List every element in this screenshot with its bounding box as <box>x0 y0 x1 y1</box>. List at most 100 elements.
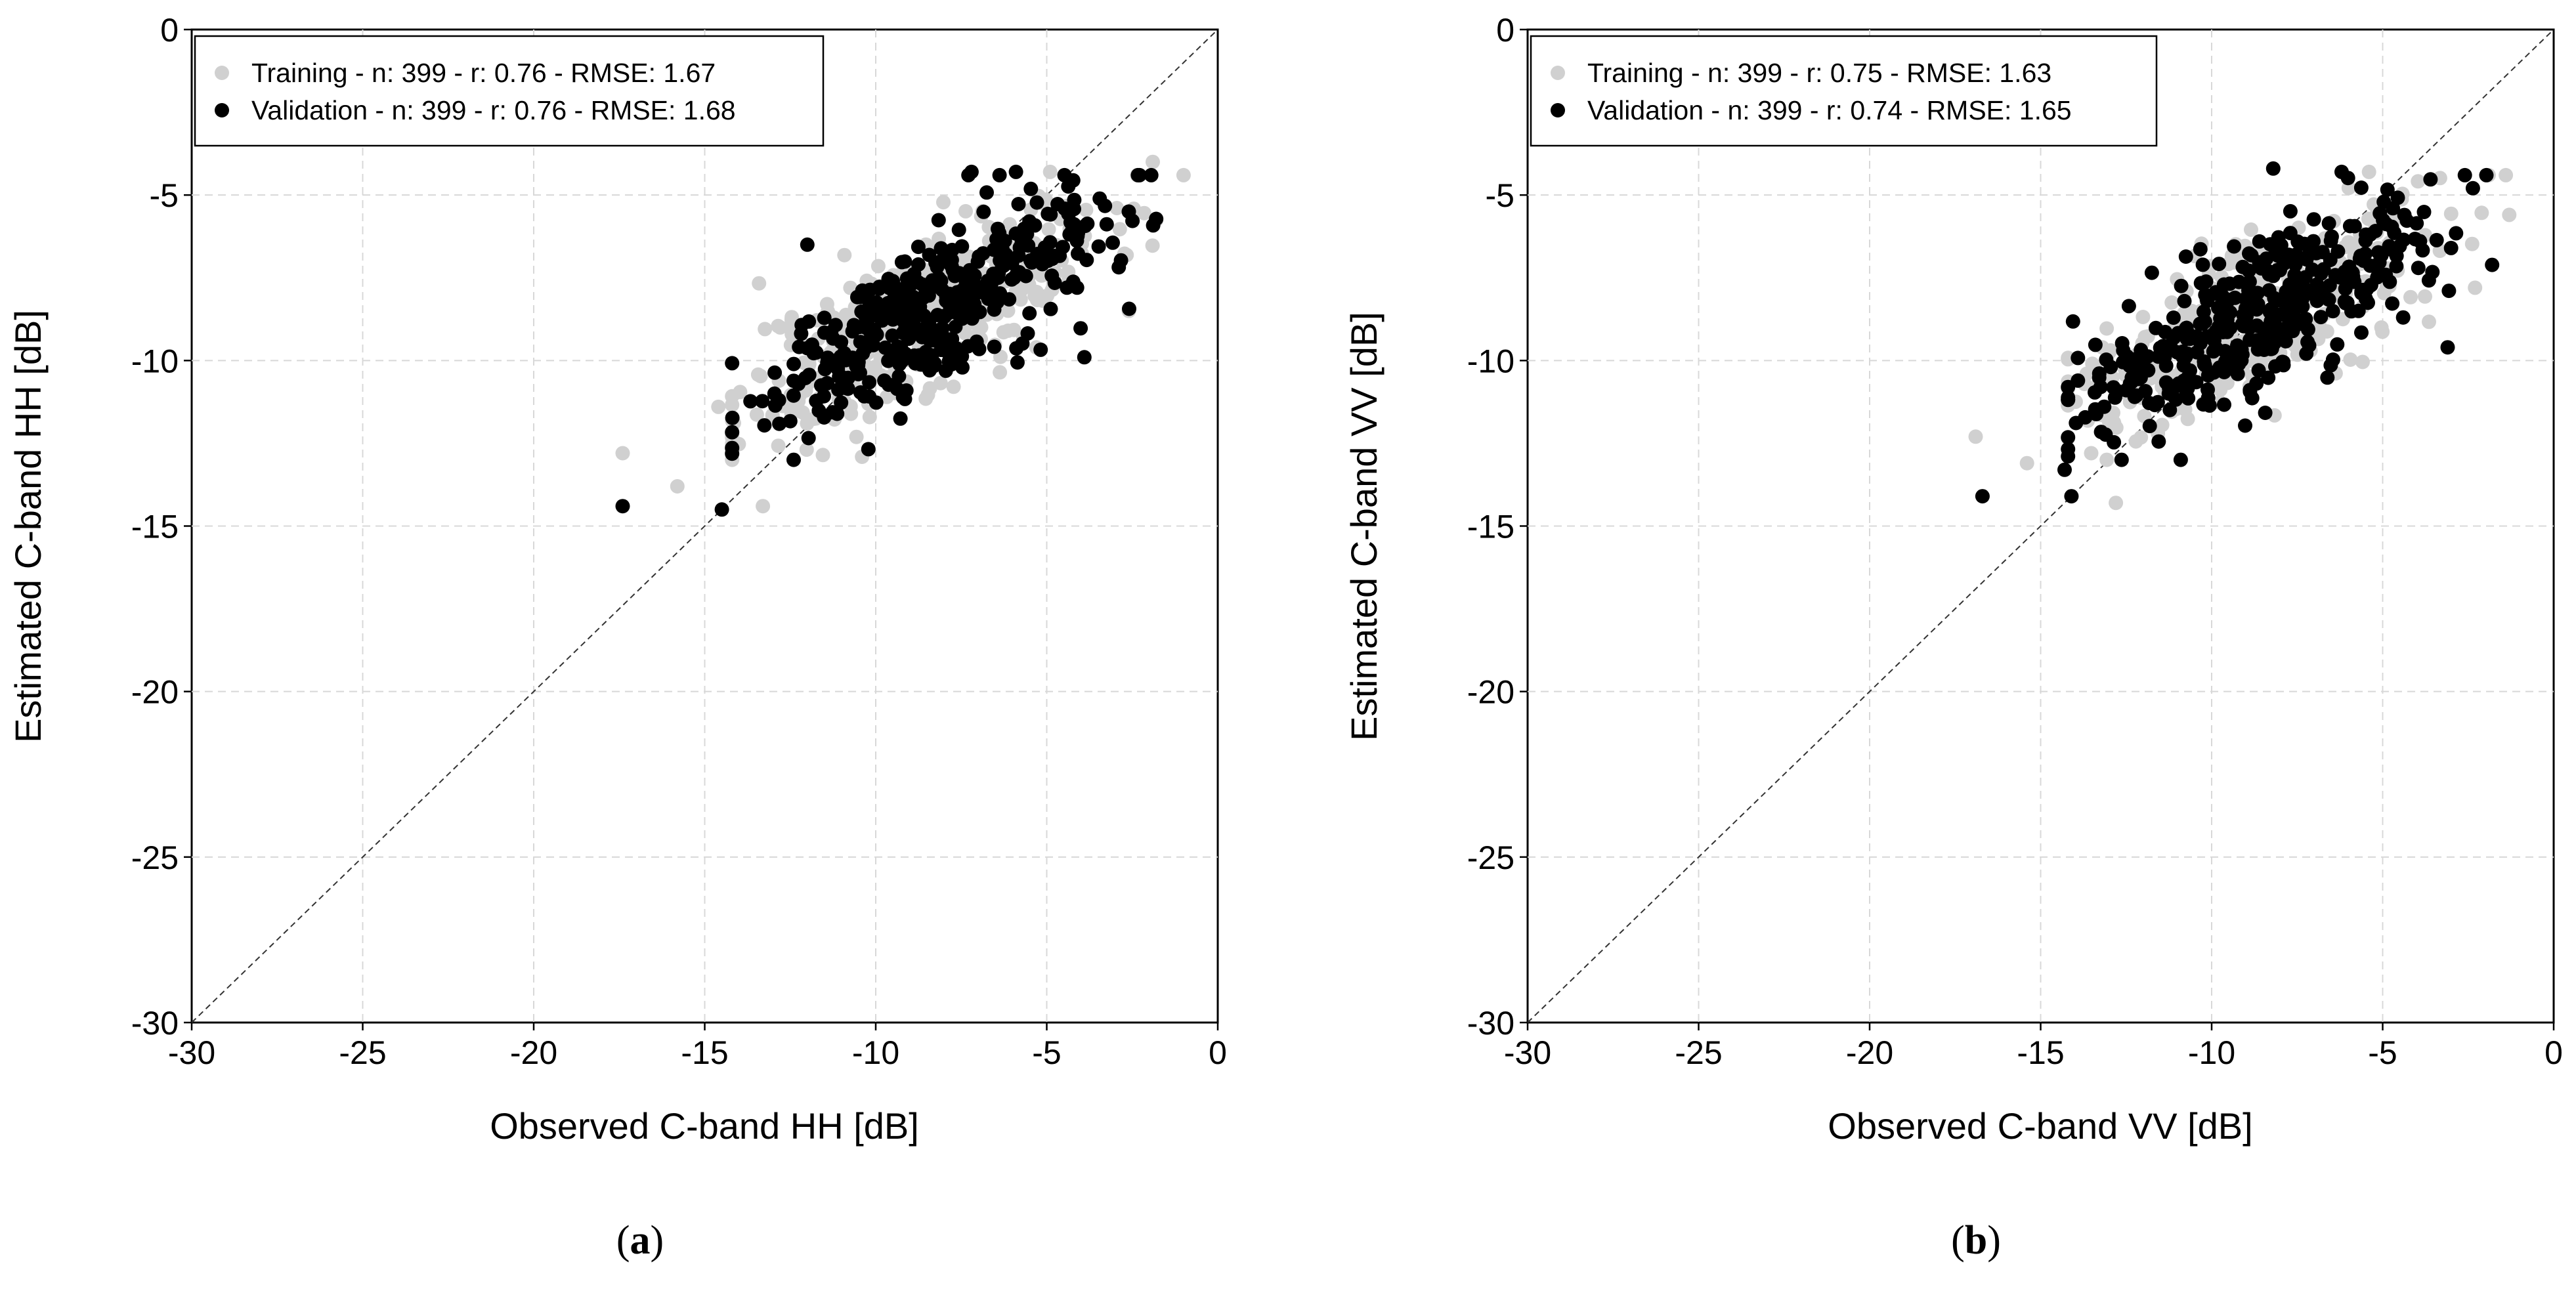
training-point <box>795 405 810 420</box>
training-point <box>2155 417 2170 433</box>
training-point <box>2244 222 2258 237</box>
validation-point <box>786 452 801 467</box>
training-point <box>2220 375 2235 391</box>
validation-point <box>2162 402 2178 417</box>
validation-point <box>2399 213 2415 228</box>
validation-point <box>817 362 832 377</box>
validation-point <box>2263 237 2278 252</box>
validation-point <box>2071 350 2086 366</box>
validation-point <box>2294 283 2309 298</box>
legend-label-training: Training - n: 399 - r: 0.76 - RMSE: 1.67 <box>251 58 716 88</box>
validation-point <box>2441 284 2457 299</box>
validation-point <box>894 255 909 270</box>
validation-point <box>2243 332 2258 347</box>
validation-point <box>959 303 974 318</box>
validation-point <box>976 204 991 219</box>
training-point <box>1000 323 1016 338</box>
x-tick-label: -25 <box>339 1034 386 1071</box>
x-tick-label: -30 <box>168 1034 215 1071</box>
y-tick-label: 0 <box>1496 12 1514 49</box>
validation-point <box>2151 434 2166 449</box>
validation-point <box>952 266 967 281</box>
x-axis-title: Observed C-band VV [dB] <box>1828 1105 2252 1147</box>
validation-point <box>2305 262 2320 277</box>
validation-point <box>1043 207 1058 222</box>
y-tick-label: -15 <box>131 509 179 545</box>
legend-marker-training <box>1551 66 1565 80</box>
validation-point <box>2114 336 2130 350</box>
validation-point <box>1050 197 1065 211</box>
x-tick-label: 0 <box>2544 1034 2563 1071</box>
validation-point <box>2282 299 2297 314</box>
validation-point <box>2440 340 2455 355</box>
validation-point <box>1014 234 1029 249</box>
validation-point <box>2485 257 2500 272</box>
validation-point <box>2193 276 2208 291</box>
validation-point <box>1033 342 1048 357</box>
validation-point <box>955 349 970 364</box>
x-tick-label: 0 <box>1209 1034 1227 1071</box>
validation-point <box>2342 259 2357 274</box>
y-tick-label: -25 <box>131 839 179 876</box>
y-tick-label: -10 <box>131 343 179 379</box>
validation-point <box>2141 362 2156 377</box>
validation-point <box>862 389 877 404</box>
validation-point <box>2218 344 2233 358</box>
validation-point <box>801 431 816 446</box>
validation-point <box>2195 257 2210 272</box>
validation-point <box>2385 296 2400 311</box>
training-point <box>2019 455 2034 471</box>
legend-label-validation: Validation - n: 399 - r: 0.76 - RMSE: 1.… <box>251 95 736 125</box>
validation-point <box>2275 322 2290 337</box>
training-point <box>2474 205 2489 221</box>
validation-point <box>895 326 911 341</box>
training-point <box>918 391 934 406</box>
training-point <box>752 276 767 291</box>
validation-point <box>820 350 835 366</box>
training-point <box>2464 236 2479 251</box>
legend-label-validation: Validation - n: 399 - r: 0.74 - RMSE: 1.… <box>1587 95 2072 125</box>
validation-point <box>2092 370 2107 385</box>
validation-point <box>2363 258 2378 273</box>
validation-point <box>1002 292 1017 307</box>
x-tick-label: -10 <box>852 1034 899 1071</box>
training-point <box>2355 354 2370 370</box>
validation-point <box>2178 249 2193 264</box>
y-tick-label: -25 <box>1467 839 1514 876</box>
validation-point <box>834 395 849 410</box>
validation-point <box>2196 397 2211 412</box>
validation-point <box>931 213 946 228</box>
training-point <box>2136 310 2151 324</box>
training-point <box>1145 238 1160 253</box>
legend-box <box>1530 35 2158 147</box>
training-point <box>2180 412 2195 427</box>
validation-point <box>2347 219 2362 234</box>
training-point <box>2403 289 2418 305</box>
validation-point <box>2218 291 2233 306</box>
training-point <box>1968 429 1983 444</box>
validation-point <box>992 167 1007 182</box>
validation-point <box>833 349 848 364</box>
validation-point <box>1077 350 1092 365</box>
validation-point <box>802 368 817 383</box>
validation-point <box>861 442 876 457</box>
training-point <box>758 322 773 337</box>
validation-point <box>934 273 949 288</box>
training-point <box>799 442 814 457</box>
training-point <box>2341 235 2356 250</box>
validation-point <box>987 339 1002 354</box>
validation-point <box>2273 238 2288 253</box>
validation-point <box>979 185 994 200</box>
validation-point <box>2069 415 2084 431</box>
validation-point <box>964 164 979 179</box>
validation-point <box>893 411 908 426</box>
x-tick-label: -10 <box>2188 1034 2235 1071</box>
validation-point <box>970 254 985 269</box>
validation-point <box>725 410 740 425</box>
chart-panel-a: -30 -25 -20 -15 -10 -5 0 0 -5 -10 -15 -20 -25 -30 Obs… <box>7 12 1227 1263</box>
training-point <box>1041 222 1056 237</box>
validation-point <box>2089 406 2104 421</box>
validation-point <box>2262 283 2277 298</box>
validation-point <box>845 324 860 339</box>
